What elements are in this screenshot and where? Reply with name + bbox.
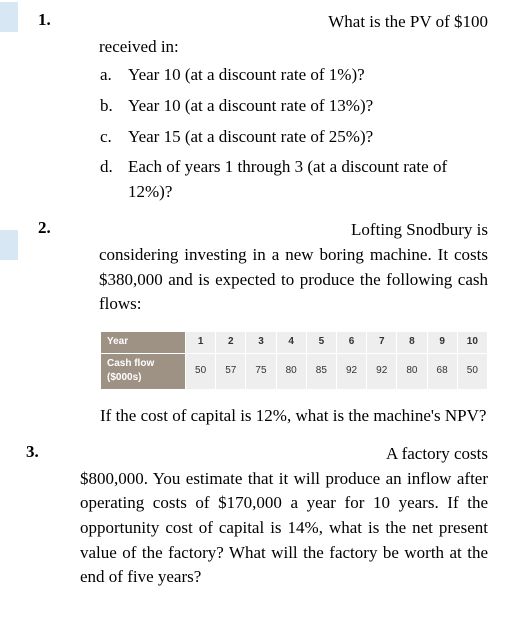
list-item: c. Year 15 (at a discount rate of 25%)?	[100, 125, 488, 150]
table-cell: 92	[336, 353, 366, 389]
table-cell: 8	[397, 332, 427, 354]
table-cell: 57	[216, 353, 246, 389]
item-text: Year 10 (at a discount rate of 1%)?	[128, 63, 488, 88]
table-cell: 50	[186, 353, 216, 389]
table-cell: 80	[276, 353, 306, 389]
table-cell: 92	[367, 353, 397, 389]
item-text: Year 15 (at a discount rate of 25%)?	[128, 125, 488, 150]
table-row: Cash flow ($000s) 50 57 75 80 85 92 92 8…	[101, 353, 488, 389]
item-text: Each of years 1 through 3 (at a discount…	[128, 155, 488, 204]
table-cell: 50	[457, 353, 487, 389]
problem-2: 2. Lofting Snodbury is considering inves…	[20, 218, 488, 428]
table-cell: 3	[246, 332, 276, 354]
table-cell: 5	[306, 332, 336, 354]
subitems-list: a. Year 10 (at a discount rate of 1%)? b…	[100, 63, 488, 204]
list-item: b. Year 10 (at a discount rate of 13%)?	[100, 94, 488, 119]
page: 1. What is the PV of $100 received in: a…	[0, 0, 508, 620]
problem-1: 1. What is the PV of $100 received in: a…	[20, 10, 488, 204]
continue-text: received in:	[99, 35, 488, 60]
after-text: If the cost of capital is 12%, what is t…	[100, 404, 488, 429]
table-cell: 75	[246, 353, 276, 389]
problem-number: 1.	[38, 10, 51, 30]
item-marker: b.	[100, 94, 128, 119]
problem-body: What is the PV of $100 received in: a. Y…	[100, 10, 488, 204]
row-label: Cash flow ($000s)	[101, 353, 186, 389]
item-marker: c.	[100, 125, 128, 150]
table-cell: 4	[276, 332, 306, 354]
table-cell: 1	[186, 332, 216, 354]
item-text: Year 10 (at a discount rate of 13%)?	[128, 94, 488, 119]
item-marker: d.	[100, 155, 128, 204]
table-cell: 85	[306, 353, 336, 389]
page-tab-1	[0, 2, 18, 32]
lead-in-text: Lofting Snodbury is	[100, 218, 488, 243]
problem-number: 3.	[26, 442, 39, 462]
lead-in-text: What is the PV of $100	[100, 10, 488, 35]
lead-in-text: A factory costs	[80, 442, 488, 467]
table-cell: 80	[397, 353, 427, 389]
page-tab-2	[0, 230, 18, 260]
cashflow-table-wrap: Year 1 2 3 4 5 6 7 8 9 10 Cash flow ($00…	[100, 331, 488, 390]
continue-text: $800,000. You estimate that it will prod…	[80, 467, 488, 590]
row-label: Year	[101, 332, 186, 354]
table-cell: 10	[457, 332, 487, 354]
table-cell: 6	[336, 332, 366, 354]
continue-text: considering investing in a new boring ma…	[99, 243, 488, 317]
table-cell: 68	[427, 353, 457, 389]
table-cell: 7	[367, 332, 397, 354]
item-marker: a.	[100, 63, 128, 88]
table-cell: 9	[427, 332, 457, 354]
cashflow-table: Year 1 2 3 4 5 6 7 8 9 10 Cash flow ($00…	[100, 331, 488, 390]
list-item: d. Each of years 1 through 3 (at a disco…	[100, 155, 488, 204]
problem-number: 2.	[38, 218, 51, 238]
problem-body: A factory costs $800,000. You estimate t…	[80, 442, 488, 590]
table-row: Year 1 2 3 4 5 6 7 8 9 10	[101, 332, 488, 354]
problem-3: 3. A factory costs $800,000. You estimat…	[20, 442, 488, 590]
problem-body: Lofting Snodbury is considering investin…	[100, 218, 488, 428]
table-cell: 2	[216, 332, 246, 354]
list-item: a. Year 10 (at a discount rate of 1%)?	[100, 63, 488, 88]
